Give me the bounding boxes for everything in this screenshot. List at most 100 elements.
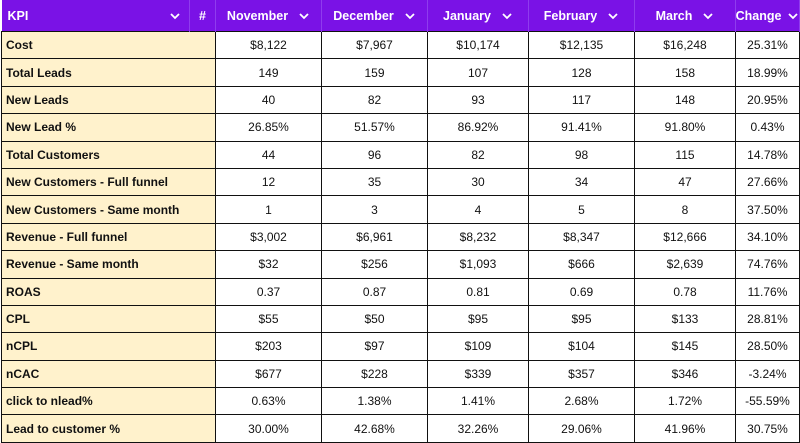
- value-cell[interactable]: 0.81: [427, 277, 529, 306]
- kpi-label-cell[interactable]: Revenue - Full funnel: [1, 222, 190, 252]
- kpi-label-cell[interactable]: click to nlead%: [1, 387, 190, 416]
- value-cell[interactable]: 91.80%: [634, 113, 736, 142]
- value-cell[interactable]: 93: [427, 85, 529, 115]
- column-header-november[interactable]: November: [215, 0, 322, 32]
- value-cell[interactable]: 3: [321, 195, 428, 224]
- value-cell[interactable]: 149: [215, 58, 322, 87]
- value-cell[interactable]: 0.87: [321, 277, 428, 306]
- chevron-down-icon[interactable]: [298, 10, 310, 22]
- value-cell[interactable]: 82: [321, 85, 428, 115]
- value-cell[interactable]: $346: [634, 359, 736, 389]
- value-cell[interactable]: $339: [427, 359, 529, 389]
- value-cell[interactable]: 86.92%: [427, 113, 529, 142]
- value-cell[interactable]: 41.96%: [634, 414, 736, 443]
- value-cell[interactable]: 0.63%: [215, 387, 322, 416]
- row-number-cell[interactable]: [189, 359, 216, 389]
- change-cell[interactable]: -3.24%: [735, 359, 800, 389]
- kpi-label-cell[interactable]: CPL: [1, 304, 190, 334]
- kpi-label-cell[interactable]: Cost: [1, 30, 190, 60]
- change-cell[interactable]: -55.59%: [735, 387, 800, 416]
- value-cell[interactable]: $2,639: [634, 250, 736, 279]
- value-cell[interactable]: $109: [427, 332, 529, 361]
- row-number-cell[interactable]: [189, 58, 216, 87]
- value-cell[interactable]: 158: [634, 58, 736, 87]
- value-cell[interactable]: 128: [528, 58, 635, 87]
- column-header-march[interactable]: March: [634, 0, 736, 32]
- change-cell[interactable]: 74.76%: [735, 250, 800, 279]
- value-cell[interactable]: 1.41%: [427, 387, 529, 416]
- change-cell[interactable]: 18.99%: [735, 58, 800, 87]
- chevron-down-icon[interactable]: [607, 10, 619, 22]
- value-cell[interactable]: 91.41%: [528, 113, 635, 142]
- value-cell[interactable]: 0.37: [215, 277, 322, 306]
- value-cell[interactable]: $12,666: [634, 222, 736, 252]
- value-cell[interactable]: 8: [634, 195, 736, 224]
- kpi-label-cell[interactable]: Lead to customer %: [1, 414, 190, 443]
- value-cell[interactable]: 82: [427, 140, 529, 169]
- chevron-down-icon[interactable]: [702, 10, 714, 22]
- value-cell[interactable]: $97: [321, 332, 428, 361]
- row-number-cell[interactable]: [189, 195, 216, 224]
- value-cell[interactable]: $6,961: [321, 222, 428, 252]
- value-cell[interactable]: 0.69: [528, 277, 635, 306]
- kpi-label-cell[interactable]: New Customers - Same month: [1, 195, 190, 224]
- row-number-cell[interactable]: [189, 167, 216, 197]
- row-number-cell[interactable]: [189, 387, 216, 416]
- value-cell[interactable]: $12,135: [528, 30, 635, 60]
- row-number-cell[interactable]: [189, 332, 216, 361]
- value-cell[interactable]: $32: [215, 250, 322, 279]
- value-cell[interactable]: 96: [321, 140, 428, 169]
- value-cell[interactable]: $1,093: [427, 250, 529, 279]
- column-header-february[interactable]: February: [528, 0, 635, 32]
- row-number-cell[interactable]: [189, 30, 216, 60]
- row-number-cell[interactable]: [189, 414, 216, 443]
- row-number-cell[interactable]: [189, 304, 216, 334]
- value-cell[interactable]: $3,002: [215, 222, 322, 252]
- change-cell[interactable]: 37.50%: [735, 195, 800, 224]
- value-cell[interactable]: $104: [528, 332, 635, 361]
- value-cell[interactable]: 159: [321, 58, 428, 87]
- row-number-cell[interactable]: [189, 277, 216, 306]
- value-cell[interactable]: 98: [528, 140, 635, 169]
- kpi-label-cell[interactable]: nCPL: [1, 332, 190, 361]
- value-cell[interactable]: 30.00%: [215, 414, 322, 443]
- value-cell[interactable]: $677: [215, 359, 322, 389]
- value-cell[interactable]: 107: [427, 58, 529, 87]
- change-cell[interactable]: 28.50%: [735, 332, 800, 361]
- value-cell[interactable]: 0.78: [634, 277, 736, 306]
- value-cell[interactable]: 47: [634, 167, 736, 197]
- value-cell[interactable]: $666: [528, 250, 635, 279]
- value-cell[interactable]: 51.57%: [321, 113, 428, 142]
- value-cell[interactable]: 30: [427, 167, 529, 197]
- value-cell[interactable]: 1.72%: [634, 387, 736, 416]
- row-number-cell[interactable]: [189, 140, 216, 169]
- column-header-change[interactable]: Change: [735, 0, 800, 32]
- value-cell[interactable]: 42.68%: [321, 414, 428, 443]
- value-cell[interactable]: $145: [634, 332, 736, 361]
- kpi-label-cell[interactable]: Revenue - Same month: [1, 250, 190, 279]
- change-cell[interactable]: 27.66%: [735, 167, 800, 197]
- change-cell[interactable]: 11.76%: [735, 277, 800, 306]
- kpi-label-cell[interactable]: New Leads: [1, 85, 190, 115]
- value-cell[interactable]: 1.38%: [321, 387, 428, 416]
- row-number-cell[interactable]: [189, 250, 216, 279]
- change-cell[interactable]: 20.95%: [735, 85, 800, 115]
- value-cell[interactable]: 115: [634, 140, 736, 169]
- value-cell[interactable]: $55: [215, 304, 322, 334]
- change-cell[interactable]: 25.31%: [735, 30, 800, 60]
- value-cell[interactable]: 35: [321, 167, 428, 197]
- change-cell[interactable]: 0.43%: [735, 113, 800, 142]
- value-cell[interactable]: 34: [528, 167, 635, 197]
- value-cell[interactable]: $256: [321, 250, 428, 279]
- column-header-hash[interactable]: #: [189, 0, 216, 32]
- chevron-down-icon[interactable]: [787, 10, 799, 22]
- value-cell[interactable]: $16,248: [634, 30, 736, 60]
- row-number-cell[interactable]: [189, 113, 216, 142]
- value-cell[interactable]: 148: [634, 85, 736, 115]
- value-cell[interactable]: $95: [427, 304, 529, 334]
- value-cell[interactable]: 1: [215, 195, 322, 224]
- kpi-label-cell[interactable]: ROAS: [1, 277, 190, 306]
- value-cell[interactable]: 44: [215, 140, 322, 169]
- row-number-cell[interactable]: [189, 222, 216, 252]
- value-cell[interactable]: 117: [528, 85, 635, 115]
